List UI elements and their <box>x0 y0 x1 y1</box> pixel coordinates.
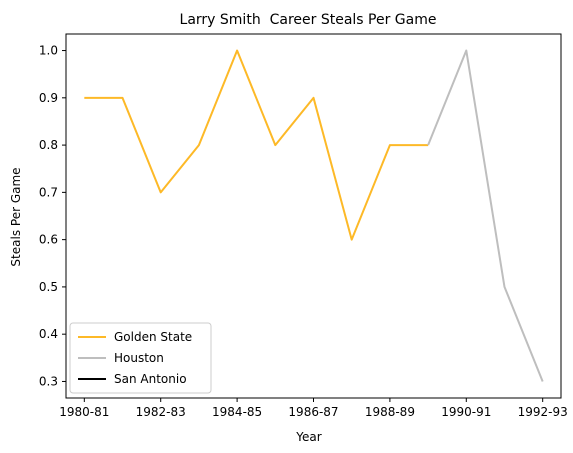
y-tick-label: 0.4 <box>39 327 58 341</box>
x-tick-label: 1982-83 <box>136 405 186 419</box>
y-tick-label: 1.0 <box>39 44 58 58</box>
series-group <box>84 49 544 382</box>
y-tick-label: 0.5 <box>39 280 58 294</box>
y-tick-label: 0.9 <box>39 91 58 105</box>
series-line-houston <box>427 49 544 382</box>
x-tick-label: 1990-91 <box>441 405 491 419</box>
legend-label-golden-state: Golden State <box>114 330 192 344</box>
chart-title: Larry Smith Career Steals Per Game <box>180 12 437 28</box>
x-tick-label: 1980-81 <box>59 405 109 419</box>
x-tick-label: 1984-85 <box>212 405 262 419</box>
y-tick-label: 0.6 <box>39 233 58 247</box>
y-axis-label: Steals Per Game <box>9 167 23 266</box>
series-line-golden-state <box>84 49 429 241</box>
x-tick-label: 1992-93 <box>518 405 568 419</box>
x-axis: 1980-81 1982-83 1984-85 1986-87 1988-89 1990-… <box>59 398 568 419</box>
legend-label-houston: Houston <box>114 351 164 365</box>
x-tick-label: 1986-87 <box>288 405 338 419</box>
x-axis-label: Year <box>295 430 321 444</box>
y-tick-label: 0.3 <box>39 374 58 388</box>
y-tick-label: 0.7 <box>39 185 58 199</box>
y-tick-label: 0.8 <box>39 138 58 152</box>
x-tick-label: 1988-89 <box>365 405 415 419</box>
legend-label-san-antonio: San Antonio <box>114 372 187 386</box>
legend-box <box>69 322 212 394</box>
y-axis: 0.3 0.4 0.5 0.6 0.7 0.8 0.9 1.0 <box>39 44 66 388</box>
legend: Golden State Houston San Antonio <box>69 322 212 394</box>
